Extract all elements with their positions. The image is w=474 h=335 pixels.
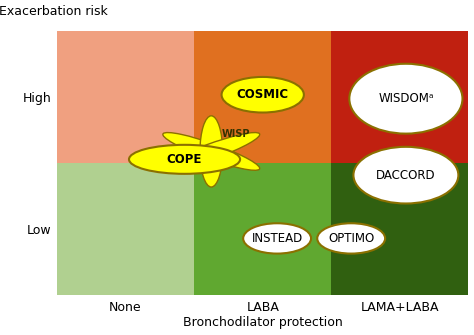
- Text: WISP: WISP: [221, 129, 250, 139]
- Bar: [331, 31, 468, 163]
- Text: Exacerbation risk: Exacerbation risk: [0, 5, 108, 18]
- Text: OPTIMO: OPTIMO: [328, 232, 374, 245]
- Text: INSTEAD: INSTEAD: [252, 232, 303, 245]
- Text: COSMIC: COSMIC: [237, 88, 289, 101]
- Text: WISDOMᵃ: WISDOMᵃ: [378, 92, 434, 105]
- Text: DACCORD: DACCORD: [376, 169, 436, 182]
- Bar: [194, 31, 331, 163]
- Bar: [194, 163, 331, 295]
- Bar: [57, 163, 194, 295]
- Ellipse shape: [349, 64, 463, 134]
- Bar: [57, 31, 194, 163]
- X-axis label: Bronchodilator protection: Bronchodilator protection: [183, 317, 343, 329]
- Ellipse shape: [200, 116, 223, 187]
- Ellipse shape: [129, 145, 240, 174]
- Ellipse shape: [354, 147, 458, 203]
- Ellipse shape: [317, 223, 385, 254]
- Ellipse shape: [163, 133, 260, 170]
- Bar: [331, 163, 468, 295]
- Ellipse shape: [221, 77, 304, 113]
- Ellipse shape: [243, 223, 311, 254]
- Ellipse shape: [163, 133, 260, 170]
- Text: COPE: COPE: [167, 153, 202, 166]
